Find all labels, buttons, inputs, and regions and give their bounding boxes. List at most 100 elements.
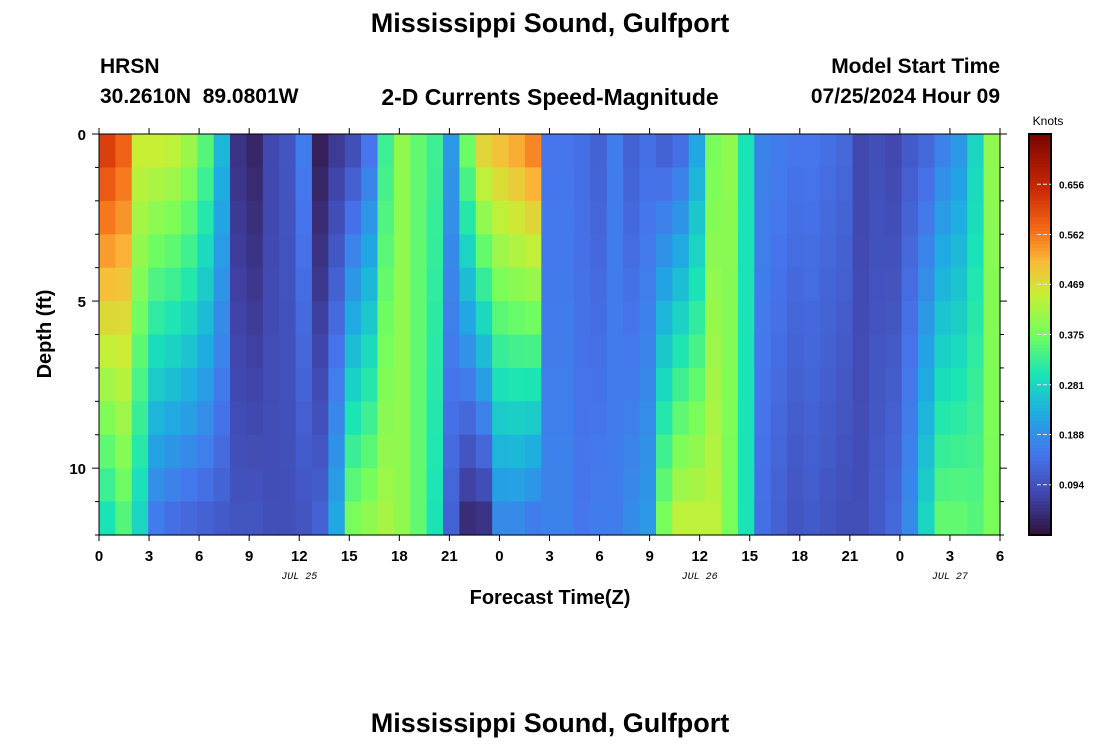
heatmap-cell xyxy=(475,501,493,536)
heatmap-cell xyxy=(148,334,166,369)
heatmap-cell xyxy=(885,267,903,302)
heatmap-cell xyxy=(852,301,870,336)
heatmap-cell xyxy=(344,468,362,503)
colorbar-segment xyxy=(1029,327,1051,332)
colorbar-segment xyxy=(1029,177,1051,182)
heatmap-cell xyxy=(787,367,805,402)
colorbar-segment xyxy=(1029,281,1051,285)
colorbar-segment xyxy=(1029,297,1051,302)
heatmap-cell xyxy=(918,468,936,503)
heatmap-cell xyxy=(115,501,133,536)
heatmap-cell xyxy=(639,167,657,202)
y-tick-label: 10 xyxy=(69,461,86,478)
heatmap-cell xyxy=(475,434,493,469)
heatmap-cell xyxy=(541,134,559,169)
heatmap-cell xyxy=(344,401,362,436)
x-tick-label: 15 xyxy=(341,548,358,565)
heatmap-cell xyxy=(623,134,641,169)
heatmap-cell xyxy=(787,468,805,503)
heatmap-cell xyxy=(885,134,903,169)
heatmap-cell xyxy=(164,234,182,269)
heatmap-cell xyxy=(868,468,886,503)
heatmap-cell xyxy=(754,200,772,235)
heatmap-cell xyxy=(311,267,329,302)
heatmap-cell xyxy=(393,501,411,536)
heatmap-cell xyxy=(524,401,542,436)
colorbar-segment xyxy=(1029,367,1051,372)
colorbar-segment xyxy=(1029,224,1051,229)
heatmap-cell xyxy=(230,301,248,336)
heatmap-cell xyxy=(443,301,460,336)
heatmap-cell xyxy=(819,234,837,269)
heatmap-cell xyxy=(377,200,395,235)
heatmap-cell xyxy=(934,501,952,536)
heatmap-cell xyxy=(852,501,870,536)
heatmap-cell xyxy=(426,167,444,202)
colorbar-segment xyxy=(1029,317,1051,322)
heatmap-cell xyxy=(983,501,1001,536)
product-title: 2-D Currents Speed-Magnitude xyxy=(381,84,719,110)
heatmap-cell xyxy=(311,367,329,402)
heatmap-cell xyxy=(770,200,788,235)
heatmap-cell xyxy=(459,334,477,369)
heatmap-cell xyxy=(295,200,313,235)
heatmap-cell xyxy=(934,167,952,202)
heatmap-cell xyxy=(328,401,346,436)
heatmap-cell xyxy=(508,167,526,202)
colorbar-segment xyxy=(1029,174,1051,178)
heatmap-cell xyxy=(688,468,706,503)
colorbar-segment xyxy=(1029,438,1051,442)
heatmap-cell xyxy=(950,334,968,369)
heatmap-cell xyxy=(852,367,870,402)
heatmap-cell xyxy=(295,301,313,336)
heatmap-cell xyxy=(623,434,641,469)
heatmap-cell xyxy=(148,468,166,503)
heatmap-cell xyxy=(262,367,280,402)
heatmap-cell xyxy=(295,501,313,536)
colorbar-segment xyxy=(1029,461,1051,466)
heatmap-cell xyxy=(443,367,460,402)
heatmap-cell xyxy=(475,134,493,169)
colorbar-segment xyxy=(1029,230,1051,235)
heatmap-cell xyxy=(885,301,903,336)
colorbar-tick-label: 0.656 xyxy=(1059,180,1084,191)
heatmap-cell xyxy=(410,501,428,536)
heatmap-cell xyxy=(918,434,936,469)
heatmap-cell xyxy=(787,267,805,302)
heatmap-cell xyxy=(131,434,149,469)
heatmap-cell xyxy=(262,134,280,169)
heatmap-cell xyxy=(688,200,706,235)
heatmap-cell xyxy=(180,267,198,302)
colorbar-segment xyxy=(1029,454,1051,459)
heatmap-cell xyxy=(737,267,755,302)
heatmap-cell xyxy=(934,367,952,402)
heatmap-cell xyxy=(311,134,329,169)
heatmap-cell xyxy=(230,501,248,536)
heatmap-cell xyxy=(361,200,379,235)
heatmap-cell xyxy=(983,200,1001,235)
heatmap-cell xyxy=(377,367,395,402)
heatmap-cell xyxy=(492,167,510,202)
heatmap-cell xyxy=(672,134,690,169)
station-id: HRSN xyxy=(100,55,160,78)
heatmap-cell xyxy=(164,167,182,202)
colorbar-segment xyxy=(1029,347,1051,352)
heatmap-cell xyxy=(492,200,510,235)
heatmap-cell xyxy=(279,234,297,269)
heatmap-cell xyxy=(655,401,673,436)
colorbar-segment xyxy=(1029,384,1051,389)
heatmap-cell xyxy=(836,301,854,336)
heatmap-cell xyxy=(770,401,788,436)
heatmap-cell xyxy=(983,134,1001,169)
heatmap-cell xyxy=(164,200,182,235)
heatmap-cell xyxy=(295,267,313,302)
heatmap-cell xyxy=(295,134,313,169)
x-tick-label: 3 xyxy=(946,548,954,565)
colorbar-segment xyxy=(1029,411,1051,416)
heatmap-cell xyxy=(410,234,428,269)
heatmap-cell xyxy=(213,468,231,503)
heatmap-cell xyxy=(852,267,870,302)
heatmap-cell xyxy=(213,334,231,369)
heatmap-cell xyxy=(819,434,837,469)
